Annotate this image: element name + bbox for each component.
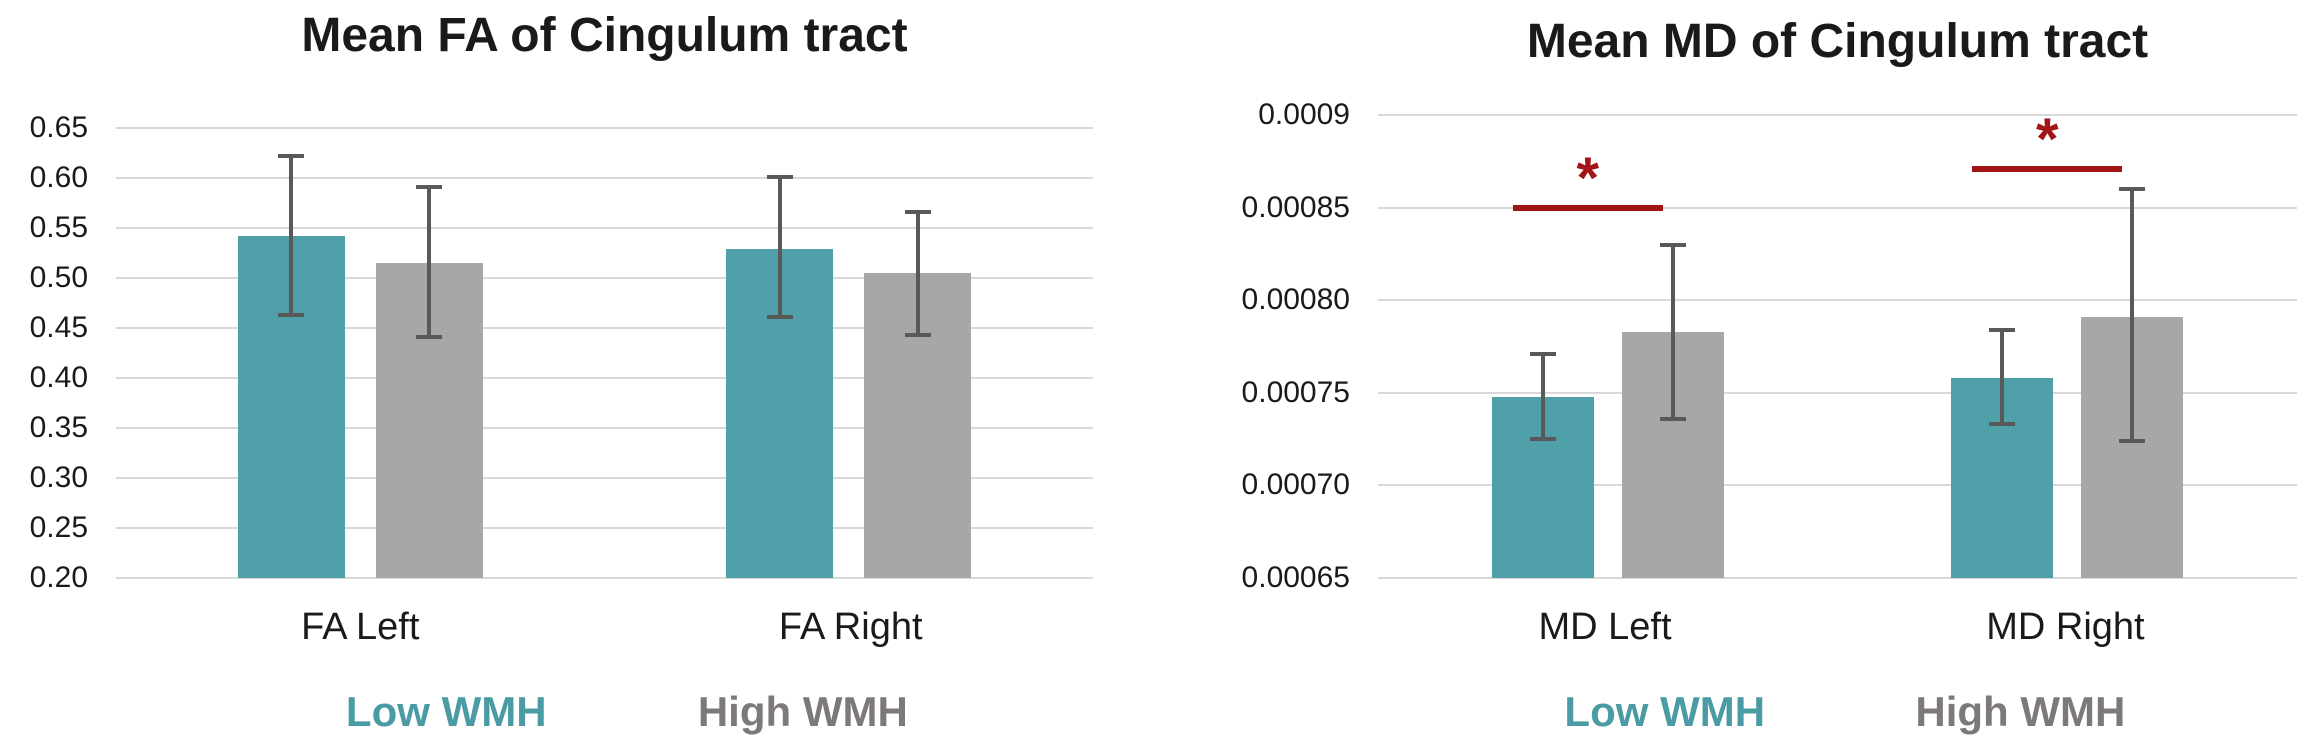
error-bar [289, 156, 294, 315]
x-category-label: FA Left [301, 606, 420, 648]
significance-asterisk: * [2035, 106, 2059, 172]
x-category-label: MD Left [1538, 606, 1672, 648]
y-axis-tick-label: 0.00070 [1241, 468, 1350, 502]
error-bar-cap [2119, 187, 2146, 192]
gridline [116, 477, 1093, 479]
legend-item-high-wmh: High WMH [1915, 688, 2126, 735]
gridline [1378, 577, 2297, 579]
significance-line [1512, 204, 1663, 211]
gridline [116, 277, 1093, 279]
error-bar-cap [766, 315, 793, 319]
error-bar [427, 187, 432, 337]
significance-asterisk: * [1576, 145, 1600, 211]
gridline [116, 427, 1093, 429]
y-axis-tick-label: 0.00080 [1241, 283, 1350, 317]
gridline [1378, 114, 2297, 116]
gridline [116, 377, 1093, 379]
error-bar [1540, 353, 1545, 440]
plot-area: 0.0009 0.00085 0.00080 0.00075 0.00070 0.0006… [1242, 98, 2297, 594]
plot-area: 0.65 0.60 0.55 0.50 0.45 0.40 0.35 0.30 0.25 0.20 [30, 111, 1093, 594]
y-axis-tick-label: 0.40 [29, 361, 88, 394]
error-bar-cap [278, 313, 305, 317]
y-axis-tick-label: 0.20 [29, 561, 88, 594]
error-bar-cap [416, 185, 443, 189]
y-axis-tick-label: 0.35 [29, 411, 88, 444]
legend-item-low-wmh: Low WMH [345, 688, 547, 735]
gridline [116, 577, 1093, 579]
gridline [116, 127, 1093, 129]
error-bar-cap [1529, 437, 1556, 442]
legend: Low WMH High WMH [1378, 688, 2297, 748]
significance-line [1972, 165, 2123, 172]
error-bar-cap [1989, 422, 2016, 427]
y-axis-tick-label: 0.65 [29, 111, 88, 144]
y-axis-tick-label: 0.00085 [1241, 190, 1350, 224]
y-axis-tick-label: 0.55 [29, 211, 88, 244]
error-bar-cap [2119, 438, 2146, 443]
x-category-label: FA Right [778, 606, 923, 648]
x-axis-labels: MD Left MD Right [1378, 606, 2297, 656]
error-bar-cap [904, 333, 931, 337]
y-axis-tick-label: 0.0009 [1258, 98, 1350, 131]
gridline [116, 177, 1093, 179]
gridline [1378, 391, 2297, 394]
gridline [116, 327, 1093, 329]
error-bar-cap [1989, 327, 2016, 332]
x-category-label: MD Right [1986, 606, 2145, 648]
gridline [116, 227, 1093, 229]
y-axis-tick-label: 0.30 [29, 461, 88, 494]
chart-title: Mean MD of Cingulum tract [1526, 15, 2149, 68]
error-bar [777, 177, 782, 317]
legend-item-high-wmh: High WMH [697, 688, 908, 735]
error-bar-cap [416, 335, 443, 339]
legend: Low WMH High WMH [116, 688, 1093, 748]
error-bar-cap [1659, 242, 1686, 247]
md-chart: Mean MD of Cingulum tract 0.0009 0.00085 0… [1160, 0, 2322, 756]
error-bar-cap [904, 210, 931, 214]
error-bar [1670, 244, 1675, 419]
fa-chart: Mean FA of Cingulum tract 0.65 0.60 0.55 0.… [0, 0, 1160, 756]
gridline [1378, 206, 2297, 209]
error-bar-cap [1529, 351, 1556, 356]
error-bar [915, 212, 920, 335]
gridline [1378, 484, 2297, 487]
y-axis-tick-label: 0.50 [29, 261, 88, 294]
error-bar [2130, 189, 2135, 441]
gridline [1378, 299, 2297, 302]
gridline [116, 527, 1093, 529]
error-bar-cap [766, 175, 793, 179]
y-axis-tick-label: 0.45 [29, 311, 88, 344]
y-axis-tick-label: 0.00065 [1241, 561, 1350, 594]
x-axis-labels: FA Left FA Right [116, 606, 1093, 656]
legend-item-low-wmh: Low WMH [1564, 688, 1766, 735]
error-bar-cap [278, 154, 305, 158]
error-bar [2000, 329, 2005, 425]
y-axis-tick-label: 0.00075 [1241, 375, 1350, 409]
y-axis-tick-label: 0.25 [29, 511, 88, 544]
chart-title: Mean FA of Cingulum tract [301, 9, 908, 62]
error-bar-cap [1659, 416, 1686, 421]
y-axis-tick-label: 0.60 [29, 161, 88, 194]
